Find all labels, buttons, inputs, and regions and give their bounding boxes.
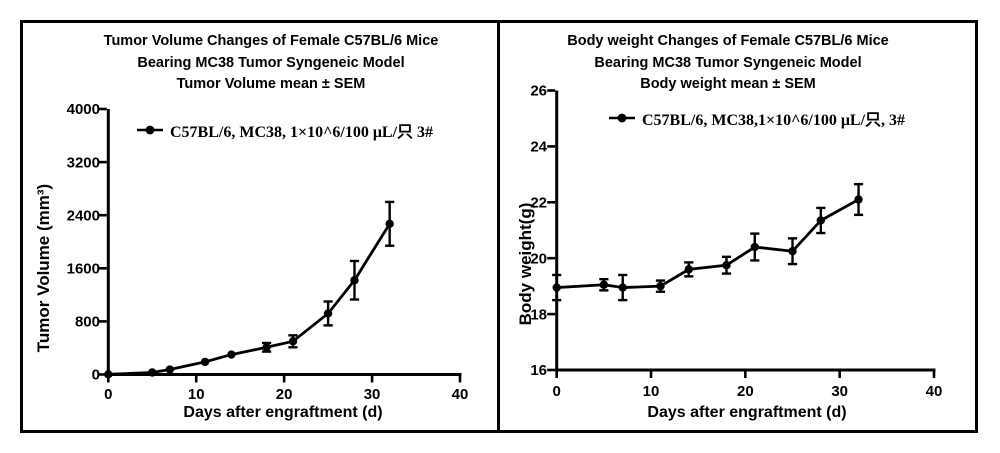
body-weight-title: Body weight Changes of Female C57BL/6 Mi… xyxy=(478,31,978,96)
panel-divider xyxy=(497,20,500,433)
title-line: Body weight mean ± SEM xyxy=(640,76,816,93)
x-tick-label: 0 xyxy=(553,383,561,400)
legend-label: C57BL/6, MC38, 1×10^6/100 μL/只 3# xyxy=(170,124,434,141)
x-tick-label: 10 xyxy=(188,386,205,403)
x-tick-label: 0 xyxy=(104,386,112,403)
legend-series-marker-icon xyxy=(137,125,163,135)
data-point-marker xyxy=(599,280,609,289)
data-point-marker xyxy=(350,276,359,285)
data-point-marker xyxy=(656,281,665,291)
data-point-marker xyxy=(788,247,797,256)
legend-series-marker-icon xyxy=(609,113,635,123)
data-point-marker xyxy=(323,309,333,318)
x-tick-label: 20 xyxy=(276,386,293,403)
data-point-marker xyxy=(104,370,113,379)
title-line: Bearing MC38 Tumor Syngeneic Model xyxy=(594,54,862,71)
data-point-marker xyxy=(385,219,394,229)
body-weight-y-axis-label: Body weight(g) xyxy=(516,202,535,326)
data-point-marker xyxy=(684,265,693,274)
y-tick-label: 16 xyxy=(530,362,547,379)
data-point-marker xyxy=(200,357,210,367)
title-line: Bearing MC38 Tumor Syngeneic Model xyxy=(137,54,405,71)
body-weight-x-axis-label: Days after engraftment (d) xyxy=(647,404,847,421)
data-point-marker xyxy=(165,365,175,374)
data-point-marker xyxy=(816,216,826,225)
y-tick-label: 2400 xyxy=(67,207,100,224)
y-tick-label: 0 xyxy=(92,367,100,384)
data-point-marker xyxy=(618,283,627,292)
tumor-volume-x-axis-label: Days after engraftment (d) xyxy=(183,404,383,421)
title-line: Tumor Volume Changes of Female C57BL/6 M… xyxy=(103,33,439,49)
y-tick-label: 18 xyxy=(530,306,547,323)
data-point-marker xyxy=(750,242,759,252)
tumor-volume-plot: 0 800 1600 2400 3200 4000 0 10 20 30 40 xyxy=(67,101,469,403)
data-point-marker xyxy=(148,368,157,377)
data-point-marker xyxy=(262,343,271,352)
tumor-volume-chart-panel: 0 800 1600 2400 3200 4000 0 10 20 30 40 Tumor Volu… xyxy=(34,33,469,421)
y-tick-label: 22 xyxy=(530,195,547,212)
y-tick-label: 20 xyxy=(530,250,547,267)
y-tick-label: 1600 xyxy=(67,261,100,278)
body-weight-legend: C57BL/6, MC38,1×10^6/100 μL/只, 3# xyxy=(609,108,906,129)
data-point-marker xyxy=(227,350,236,359)
data-point-marker xyxy=(854,195,863,204)
legend-label: C57BL/6, MC38,1×10^6/100 μL/只, 3# xyxy=(642,112,906,129)
tumor-volume-y-axis-label: Tumor Volume (mm³) xyxy=(34,183,53,353)
x-tick-label: 20 xyxy=(737,383,754,400)
x-tick-label: 40 xyxy=(452,386,469,403)
y-tick-label: 26 xyxy=(530,83,547,100)
series-line xyxy=(106,222,392,376)
y-tick-label: 3200 xyxy=(67,154,100,171)
title-line: Tumor Volume mean ± SEM xyxy=(176,76,366,93)
data-point-marker xyxy=(722,260,731,270)
x-tick-label: 40 xyxy=(926,383,943,400)
y-tick-label: 4000 xyxy=(67,101,100,118)
x-tick-label: 10 xyxy=(643,383,660,400)
tumor-volume-legend: C57BL/6, MC38, 1×10^6/100 μL/只 3# xyxy=(137,120,434,141)
body-weight-chart-panel: 16 18 20 22 24 26 0 10 20 30 40 Body weight Change… xyxy=(500,0,1000,453)
x-tick-label: 30 xyxy=(831,383,848,400)
body-weight-plot: 16 18 20 22 24 26 0 10 20 30 40 xyxy=(530,83,943,400)
data-point-marker xyxy=(288,337,298,346)
y-tick-label: 800 xyxy=(75,314,100,331)
title-line: Body weight Changes of Female C57BL/6 Mi… xyxy=(567,33,889,49)
data-point-marker xyxy=(552,283,561,292)
y-tick-label: 24 xyxy=(530,139,547,156)
series-line xyxy=(555,198,860,289)
x-tick-label: 30 xyxy=(364,386,381,403)
tumor-volume-title: Tumor Volume Changes of Female C57BL/6 M… xyxy=(21,31,521,96)
